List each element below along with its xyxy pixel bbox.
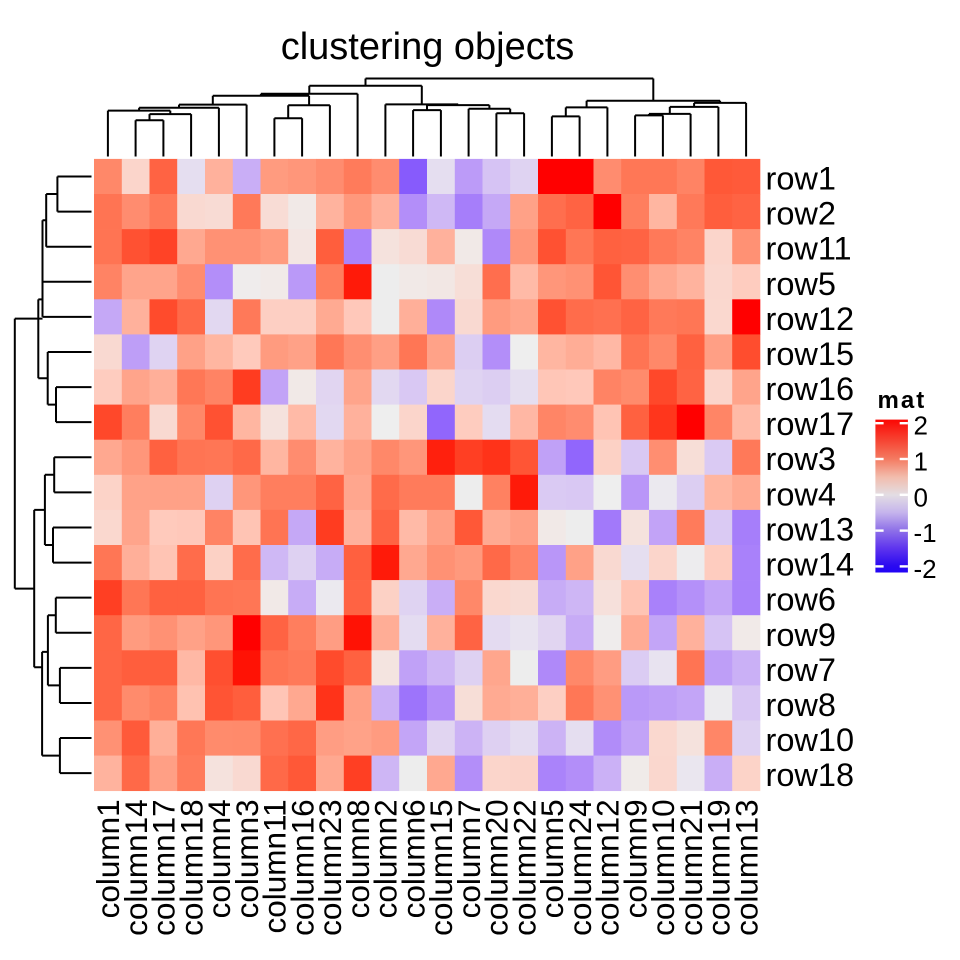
svg-text:-2: -2 [914,554,937,584]
svg-text:column8: column8 [340,799,376,918]
svg-text:column1: column1 [90,799,126,918]
svg-text:row12: row12 [766,301,855,337]
svg-text:column16: column16 [284,799,320,936]
svg-text:column22: column22 [506,799,542,936]
svg-text:column7: column7 [451,799,487,918]
svg-text:column2: column2 [368,799,404,918]
svg-text:column20: column20 [479,799,515,936]
svg-text:0: 0 [914,482,928,512]
svg-text:column12: column12 [590,799,626,936]
svg-text:column3: column3 [229,799,265,918]
svg-text:column5: column5 [534,799,570,918]
svg-text:column15: column15 [423,799,459,936]
svg-text:row7: row7 [766,652,836,688]
svg-text:row6: row6 [766,582,836,618]
svg-text:row8: row8 [766,687,836,723]
svg-text:1: 1 [914,447,928,477]
svg-text:column14: column14 [118,799,154,936]
svg-text:row13: row13 [766,512,855,548]
svg-text:column18: column18 [173,799,209,936]
svg-text:column24: column24 [562,799,598,936]
svg-text:row10: row10 [766,722,855,758]
svg-text:row16: row16 [766,371,855,407]
svg-text:column17: column17 [146,799,182,936]
svg-text:column6: column6 [395,799,431,918]
svg-text:row1: row1 [766,161,836,197]
svg-text:mat: mat [878,387,927,414]
svg-text:row14: row14 [766,547,855,583]
svg-text:column23: column23 [312,799,348,936]
svg-text:row9: row9 [766,617,836,653]
svg-text:column19: column19 [701,799,737,936]
svg-text:column10: column10 [645,799,681,936]
svg-text:column11: column11 [257,799,293,933]
svg-text:column4: column4 [201,799,237,918]
svg-text:-1: -1 [914,518,937,548]
svg-text:column9: column9 [617,799,653,918]
svg-text:clustering objects: clustering objects [281,26,575,68]
svg-text:column21: column21 [673,799,709,936]
svg-text:row18: row18 [766,757,855,793]
svg-text:2: 2 [914,411,928,441]
svg-text:row15: row15 [766,336,855,372]
svg-text:row3: row3 [766,441,836,477]
svg-text:column13: column13 [728,799,764,936]
svg-text:row4: row4 [766,476,836,512]
svg-text:row5: row5 [766,266,836,302]
svg-text:row2: row2 [766,196,836,232]
svg-text:row11: row11 [766,231,852,267]
svg-text:row17: row17 [766,406,855,442]
